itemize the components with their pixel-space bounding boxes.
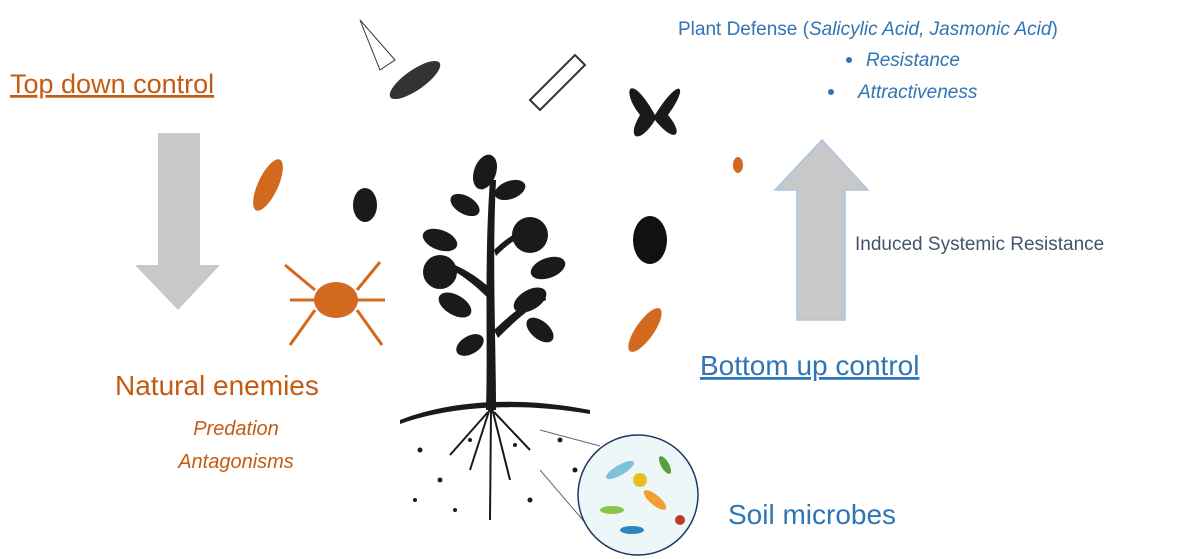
defense-item: Resistance	[866, 50, 960, 71]
soil-microbes: Soil microbes	[728, 499, 896, 530]
top-down-title: Top down control	[10, 69, 214, 99]
bottom-up-title: Bottom up control	[700, 350, 919, 381]
plant	[400, 151, 590, 520]
mechanism: Predation	[193, 418, 279, 440]
page: {"top_down": {"title": "Top down control…	[0, 0, 1179, 559]
down-arrow	[135, 133, 220, 310]
plant-defense-suffix: )	[1051, 19, 1057, 40]
diagram: Top down control Natural enemies Predati…	[0, 0, 1179, 559]
defense-item: Attractiveness	[857, 82, 978, 103]
microbes-lens	[540, 430, 698, 555]
plant-defense-prefix: Plant Defense (	[678, 19, 810, 40]
plant-hormones: Salicylic Acid, Jasmonic Acid	[809, 19, 1053, 40]
induced-resistance: Induced Systemic Resistance	[855, 234, 1104, 255]
plant-defense: Plant Defense (Salicylic Acid, Jasmonic …	[678, 19, 1058, 40]
bullet	[828, 89, 834, 95]
bullet	[846, 57, 852, 63]
up-arrow	[775, 140, 868, 320]
mechanism: Antagonisms	[177, 451, 294, 473]
natural-enemies: Natural enemies	[115, 370, 319, 401]
